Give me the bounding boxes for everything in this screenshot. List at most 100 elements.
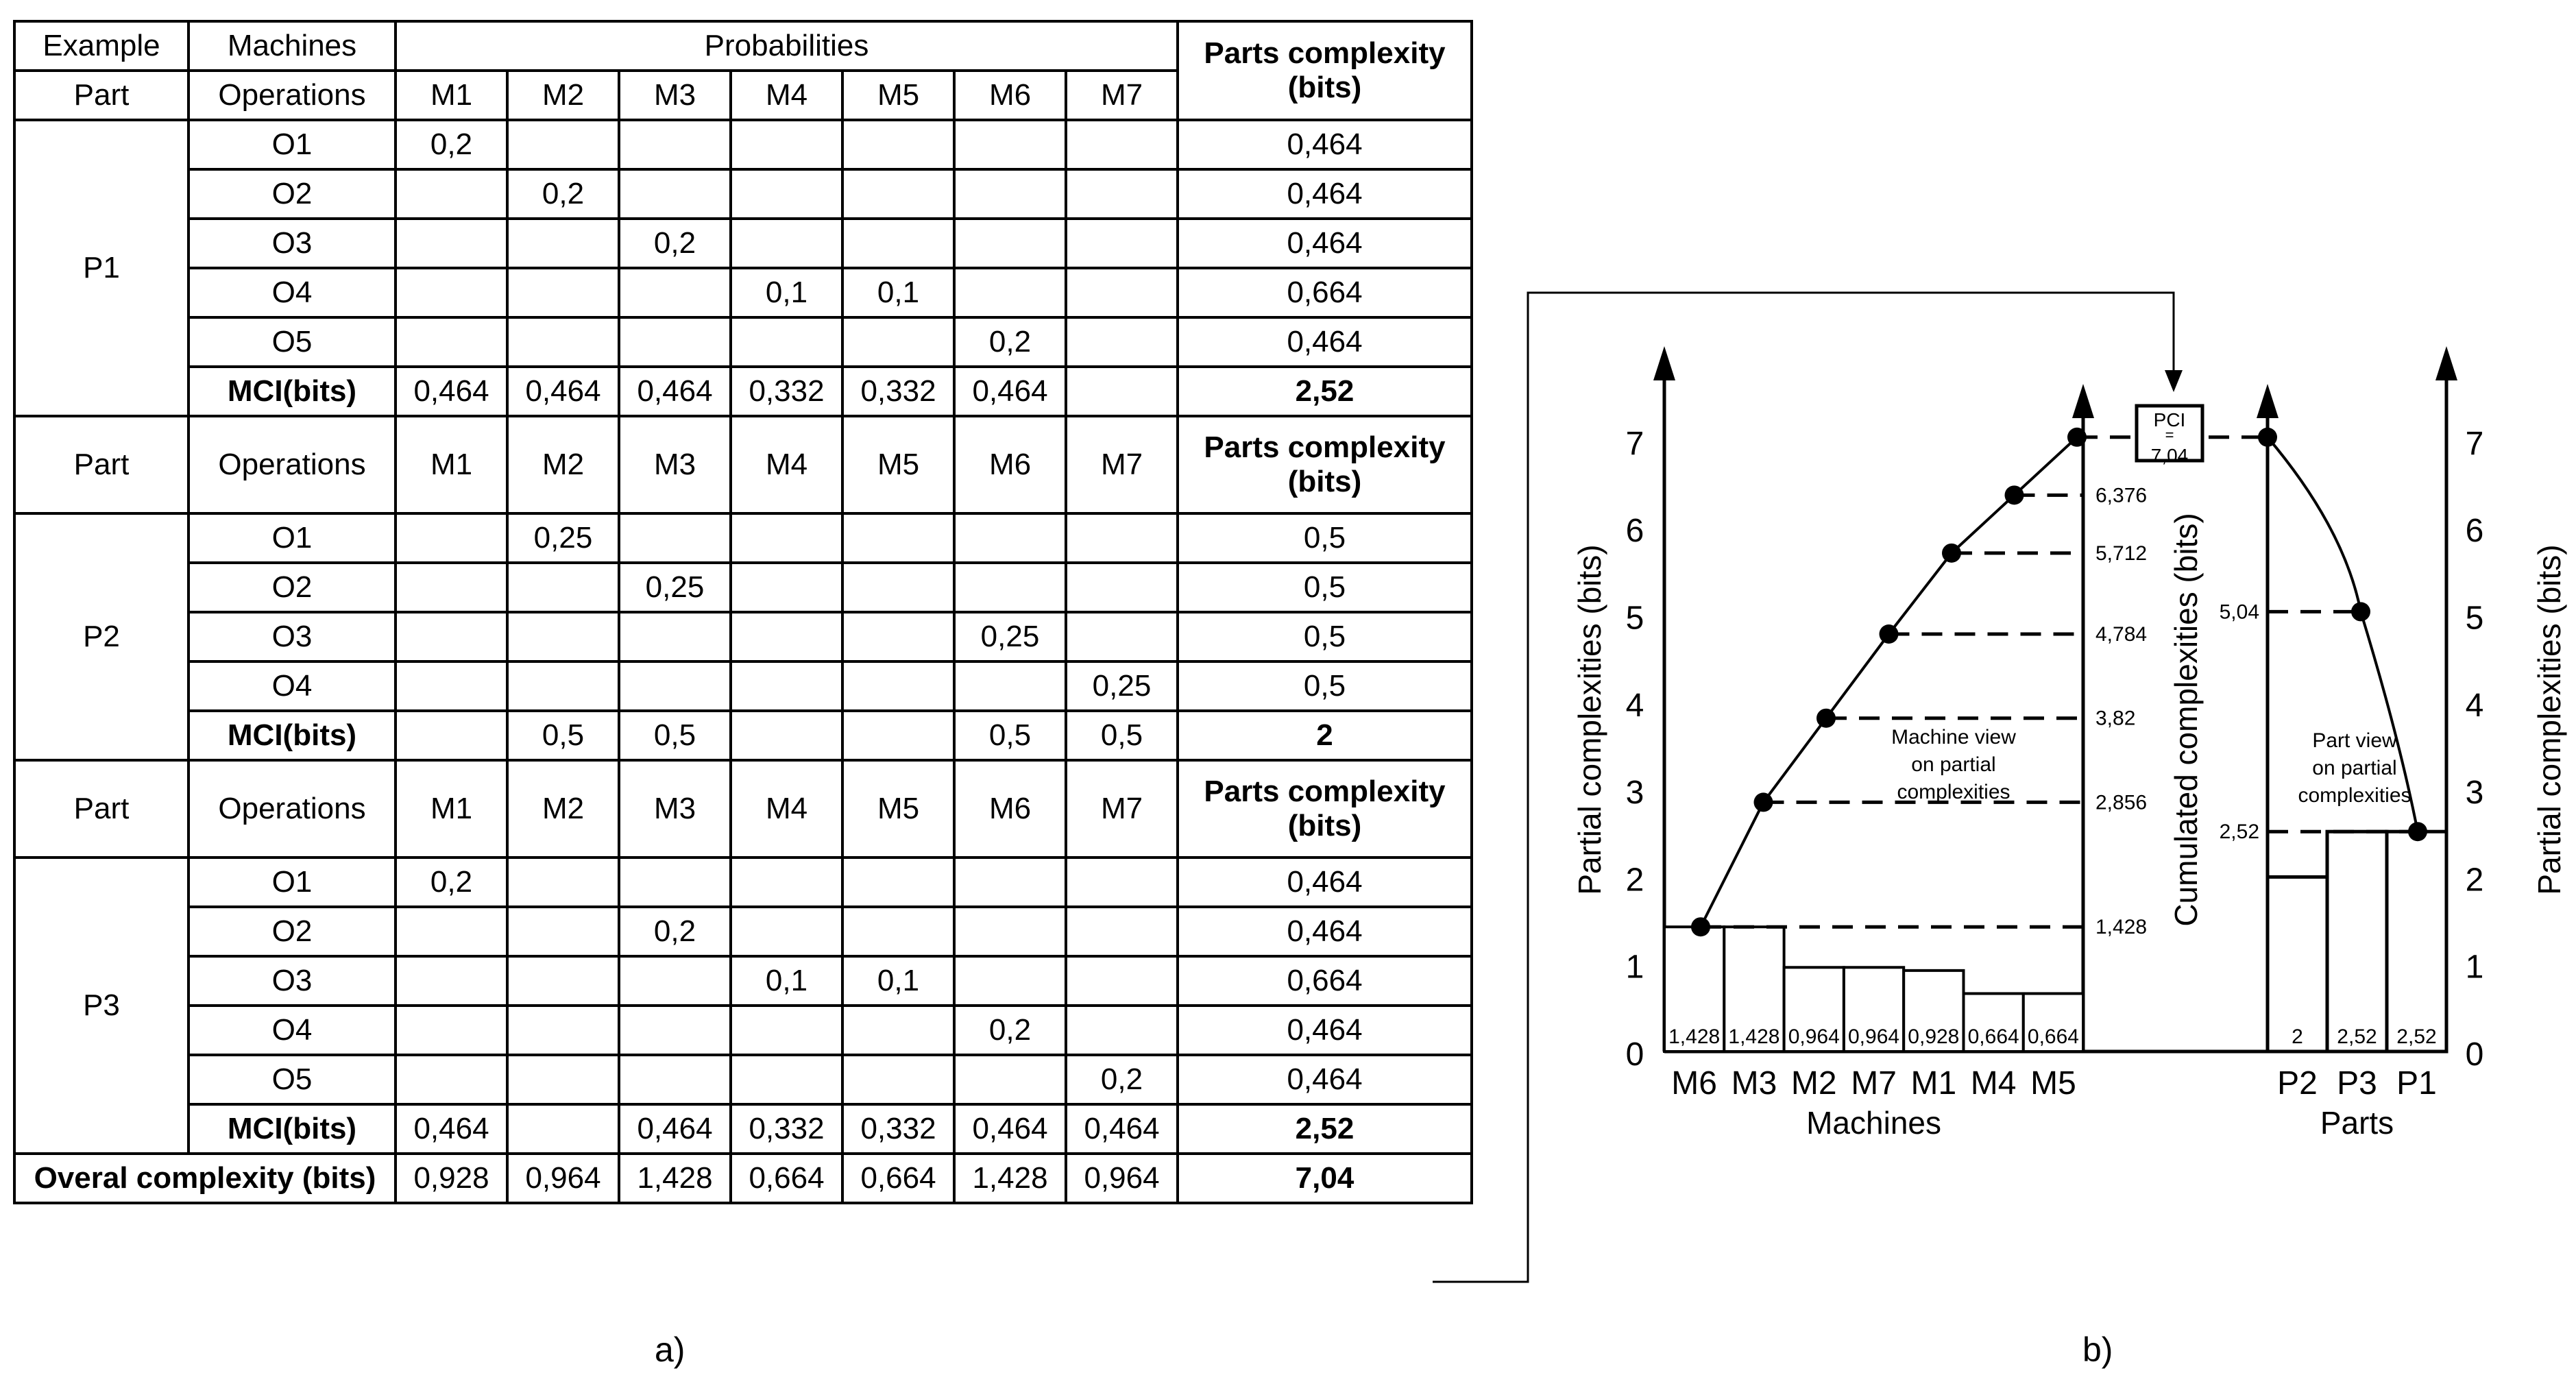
operation-name: O3 — [187, 611, 397, 663]
mci-cell: 0,464 — [618, 1103, 732, 1155]
operation-row: O2 0,2 0,464 — [14, 905, 1473, 958]
header-part: Part — [13, 759, 190, 859]
header-machine: M3 — [618, 415, 732, 515]
pci-box-text: PCI — [2154, 409, 2186, 430]
machine-bar — [1782, 966, 1845, 1054]
mci-cell — [1065, 365, 1179, 417]
machine-bar-value: 0,964 — [1848, 1025, 1899, 1048]
operation-complexity: 0,664 — [1176, 267, 1473, 319]
machine-cumulative-point — [1691, 917, 1710, 937]
complexity-table: Example Machines Probabilities Parts comple… — [13, 20, 1473, 1204]
probability-cell: 0,25 — [1065, 660, 1179, 712]
probability-cell — [1065, 955, 1179, 1007]
probability-cell — [729, 1054, 844, 1106]
machine-cumulative-point — [2004, 485, 2024, 505]
header-machine: M3 — [618, 759, 732, 859]
machine-cumulative-point — [1942, 543, 1961, 563]
probability-cell: 0,2 — [1065, 1054, 1179, 1106]
mci-cell: 0,464 — [394, 1103, 509, 1155]
operation-complexity: 0,5 — [1176, 561, 1473, 613]
header-machine: M6 — [953, 69, 1067, 121]
overall-cell: 0,964 — [1065, 1152, 1179, 1204]
part-tick: P2 — [2277, 1065, 2318, 1102]
part-cumulative-point — [2351, 602, 2370, 622]
header-machine: M2 — [506, 415, 620, 515]
operation-row: O5 0,2 0,464 — [14, 1054, 1473, 1106]
y-tick-right: 5 — [2466, 600, 2484, 637]
operation-name: O4 — [187, 1004, 397, 1056]
header-part: Part — [13, 69, 190, 121]
y-label-left: Partial complexities (bits) — [1572, 544, 1607, 895]
header-machine: M4 — [729, 415, 844, 515]
header-operations: Operations — [187, 759, 397, 859]
part-bar — [2385, 829, 2449, 1054]
probability-cell — [394, 316, 509, 368]
probability-cell — [1065, 561, 1179, 613]
probability-cell — [506, 217, 620, 269]
cumulative-label: 6,376 — [2095, 484, 2147, 507]
operation-name: O2 — [187, 561, 397, 613]
probability-cell — [618, 316, 732, 368]
probability-cell — [394, 561, 509, 613]
probability-cell — [729, 217, 844, 269]
arrow-head-icon — [2072, 384, 2094, 418]
probability-cell — [841, 1004, 956, 1056]
y-label-right: Partial complexities (bits) — [2531, 544, 2567, 895]
probability-cell — [729, 512, 844, 564]
probability-cell — [729, 119, 844, 171]
y-tick-left: 5 — [1626, 600, 1644, 637]
probability-cell — [506, 1004, 620, 1056]
probability-cell — [506, 316, 620, 368]
y-tick-left: 0 — [1626, 1036, 1644, 1073]
probability-cell — [394, 217, 509, 269]
probability-cell — [506, 856, 620, 908]
operation-complexity: 0,464 — [1176, 119, 1473, 171]
mci-cell: 0,464 — [953, 365, 1067, 417]
machine-bar-value: 0,664 — [1968, 1025, 2019, 1048]
probability-cell — [841, 660, 956, 712]
probability-cell — [394, 168, 509, 220]
overall-cell: 1,428 — [618, 1152, 732, 1204]
machine-bar — [1663, 925, 1726, 1053]
operation-complexity: 0,464 — [1176, 217, 1473, 269]
probability-cell: 0,2 — [506, 168, 620, 220]
operation-name: O1 — [187, 119, 397, 171]
caption-b: b) — [2082, 1330, 2113, 1369]
machine-cumulative-point — [1753, 792, 1773, 812]
header-machine: M5 — [841, 69, 956, 121]
mci-label: MCI(bits) — [187, 1103, 397, 1155]
probability-cell — [729, 856, 844, 908]
cumulative-label: 5,712 — [2095, 542, 2147, 565]
header-operations: Operations — [187, 415, 397, 515]
overall-total: 7,04 — [1176, 1152, 1473, 1204]
probability-cell — [618, 267, 732, 319]
operation-name: O4 — [187, 267, 397, 319]
machine-cumulative-point — [1816, 708, 1836, 728]
probability-cell — [953, 856, 1067, 908]
probability-cell — [841, 316, 956, 368]
header-machine: M4 — [729, 759, 844, 859]
machine-view-annotation: complexities — [1897, 781, 2010, 803]
operation-row: O3 0,1 0,1 0,664 — [14, 955, 1473, 1007]
part-name: P1 — [13, 119, 190, 417]
probability-cell — [394, 660, 509, 712]
machine-bar — [1962, 992, 2025, 1053]
operation-name: O3 — [187, 955, 397, 1007]
part-view-annotation: complexities — [2298, 784, 2411, 807]
overall-cell: 0,664 — [729, 1152, 844, 1204]
header-machine: M6 — [953, 415, 1067, 515]
probability-cell — [394, 512, 509, 564]
machine-bar-value: 1,428 — [1668, 1025, 1720, 1048]
probability-cell — [953, 660, 1067, 712]
mci-cell — [394, 709, 509, 762]
operation-complexity: 0,464 — [1176, 168, 1473, 220]
operation-complexity: 0,464 — [1176, 1004, 1473, 1056]
operation-row: O2 0,2 0,464 — [14, 168, 1473, 220]
cumulative-label: 1,428 — [2095, 916, 2147, 938]
header-machine: M2 — [506, 759, 620, 859]
machine-bar-value: 0,964 — [1788, 1025, 1840, 1048]
arrow-head-icon — [2257, 384, 2279, 418]
part-total-complexity: 2 — [1176, 709, 1473, 762]
probability-cell — [1065, 316, 1179, 368]
y-tick-right: 2 — [2466, 862, 2484, 898]
